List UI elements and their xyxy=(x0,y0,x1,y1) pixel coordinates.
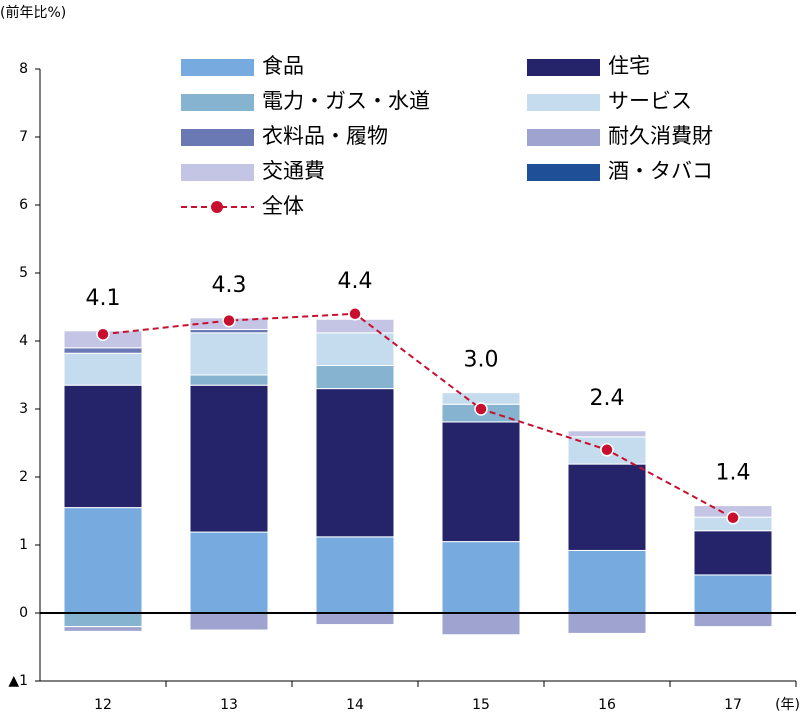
value-label: 2.4 xyxy=(590,386,625,411)
total-point xyxy=(222,313,236,328)
bar-segment xyxy=(315,536,395,614)
total-point xyxy=(726,511,740,525)
bar-segment xyxy=(567,430,647,438)
legend-swatch xyxy=(527,59,600,76)
bar-segment xyxy=(567,549,647,614)
bar-segment xyxy=(693,612,773,628)
x-axis-label: (年) xyxy=(775,697,800,713)
total-point xyxy=(96,327,110,341)
bar-segment xyxy=(189,332,269,376)
y-tick-label: ▲1 xyxy=(8,673,28,689)
bar-segment xyxy=(189,374,269,386)
legend-marker xyxy=(211,201,223,213)
bar-segment xyxy=(315,364,395,390)
legend-swatch xyxy=(527,94,600,111)
legend-label: 酒・タバコ xyxy=(608,159,713,183)
bar-segment xyxy=(315,318,395,334)
value-label: 4.3 xyxy=(212,273,247,298)
legend-label: 全体 xyxy=(262,194,304,218)
legend-label: 住宅 xyxy=(608,54,650,78)
legend-label: 衣料品・履物 xyxy=(262,124,388,148)
y-tick-label: 3 xyxy=(19,401,28,417)
total-point xyxy=(474,402,488,416)
legend-swatch xyxy=(181,164,254,181)
legend-label: 耐久消費財 xyxy=(608,124,713,148)
bar-segment xyxy=(63,352,143,386)
y-tick-label: 1 xyxy=(19,537,28,553)
bar-segment xyxy=(567,463,647,551)
legend-label: サービス xyxy=(608,89,692,113)
bar-segment xyxy=(63,347,143,354)
legend-swatch xyxy=(181,59,254,76)
bar-segment xyxy=(189,531,269,614)
value-label: 1.4 xyxy=(716,461,751,486)
legend-swatch xyxy=(527,164,600,181)
y-tick-label: 5 xyxy=(19,265,28,281)
bar-segment xyxy=(315,388,395,538)
legend-label: 交通費 xyxy=(262,159,325,183)
legend-swatch xyxy=(181,129,254,146)
legend-swatch xyxy=(527,129,600,146)
x-tick-label: 15 xyxy=(472,697,490,713)
y-tick-label: 2 xyxy=(19,469,28,485)
legend-label: 食品 xyxy=(262,54,304,78)
total-point xyxy=(600,443,614,457)
y-axis-label: (前年比%) xyxy=(0,4,66,21)
total-point xyxy=(348,307,362,321)
x-tick-label: 16 xyxy=(598,697,616,713)
total-line xyxy=(102,312,734,519)
bar-segment xyxy=(189,612,269,631)
bar-segment xyxy=(63,626,143,632)
bar-segment xyxy=(567,612,647,634)
bar-segment xyxy=(315,612,395,626)
y-tick-label: 8 xyxy=(19,61,28,77)
x-tick-label: 14 xyxy=(346,697,364,713)
bar-segment xyxy=(693,530,773,576)
y-tick-label: 7 xyxy=(19,129,28,145)
bar-segment xyxy=(441,541,521,614)
y-tick-label: 4 xyxy=(19,333,28,349)
value-label: 4.4 xyxy=(338,269,373,294)
bar-segment xyxy=(189,384,269,533)
legend-label: 電力・ガス・水道 xyxy=(262,89,430,113)
bar-segment xyxy=(63,507,143,614)
bar-segment xyxy=(441,612,521,636)
bar-segment xyxy=(315,332,395,366)
x-tick-label: 12 xyxy=(94,697,112,713)
bar-segment xyxy=(693,574,773,614)
legend-swatch xyxy=(181,94,254,111)
value-label: 3.0 xyxy=(464,348,499,373)
y-tick-label: 0 xyxy=(19,605,28,621)
bar-segment xyxy=(63,612,143,628)
y-tick-label: 6 xyxy=(19,197,28,213)
x-tick-label: 17 xyxy=(724,697,742,713)
bar-segment xyxy=(189,328,269,334)
x-tick-label: 13 xyxy=(220,697,238,713)
value-label: 4.1 xyxy=(86,286,121,311)
bar-segment xyxy=(63,384,143,509)
bar-segment xyxy=(441,421,521,543)
